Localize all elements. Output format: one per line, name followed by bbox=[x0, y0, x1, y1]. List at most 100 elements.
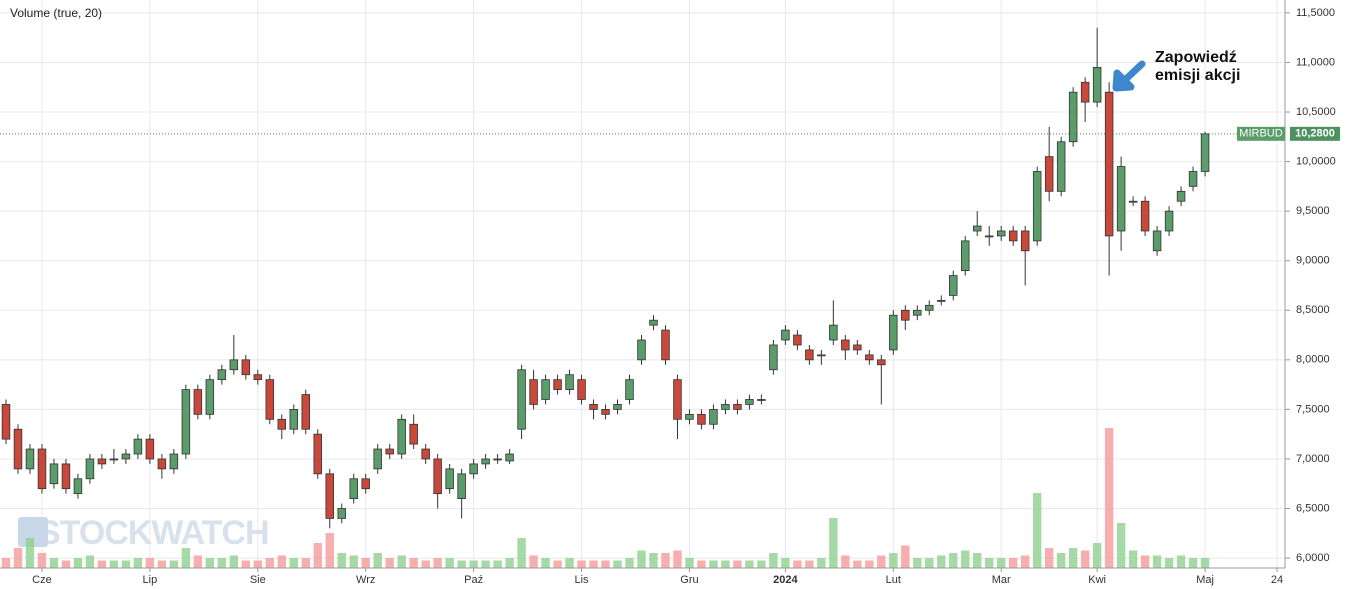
candle-body bbox=[781, 329, 790, 341]
candle-body bbox=[1032, 171, 1042, 242]
candle-body bbox=[721, 404, 730, 410]
candle-body bbox=[589, 404, 598, 410]
volume-bar bbox=[397, 555, 406, 568]
candle-body bbox=[133, 438, 143, 455]
volume-bar bbox=[1116, 523, 1126, 568]
candle-body bbox=[85, 458, 95, 480]
y-tick-label: 10,5000 bbox=[1296, 106, 1336, 118]
x-tick-label: Cze bbox=[32, 574, 52, 586]
volume-bar bbox=[433, 558, 442, 568]
candle-body bbox=[805, 349, 814, 361]
candle-body bbox=[205, 379, 215, 415]
candle-body bbox=[577, 379, 586, 400]
volume-bar bbox=[13, 548, 23, 568]
candle-body bbox=[865, 354, 874, 361]
candle-body bbox=[757, 399, 766, 401]
candle-body bbox=[925, 304, 934, 311]
candle-body bbox=[409, 423, 418, 445]
y-tick-label: 7,0000 bbox=[1296, 453, 1330, 465]
volume-bar bbox=[925, 558, 934, 568]
axis-labels: 6,0000 6,5000 7,0000 7,5000 8,0000 8,5000 9,00… bbox=[32, 7, 1336, 586]
volume-bar bbox=[913, 558, 922, 568]
candle-body bbox=[325, 473, 334, 519]
y-tick-label: 6,5000 bbox=[1296, 502, 1330, 514]
volume-bar bbox=[721, 560, 730, 568]
candle-body bbox=[193, 389, 203, 415]
x-tick-label: Sie bbox=[250, 574, 266, 586]
candle-layer bbox=[0, 27, 1283, 529]
volume-bar bbox=[565, 558, 574, 568]
volume-bar bbox=[109, 560, 119, 568]
volume-bar bbox=[325, 533, 334, 568]
candle-body bbox=[829, 324, 838, 341]
candle-body bbox=[1176, 190, 1186, 202]
candle-body bbox=[1188, 171, 1198, 187]
watermark: STOCKWATCH bbox=[38, 514, 269, 552]
candle-body bbox=[793, 334, 802, 346]
candle-body bbox=[841, 339, 850, 351]
candle-body bbox=[277, 418, 287, 430]
candle-body bbox=[1140, 200, 1150, 232]
x-tick-label: Lis bbox=[575, 574, 590, 586]
candle-body bbox=[697, 413, 706, 425]
volume-bar bbox=[529, 555, 538, 568]
watermark-logo bbox=[18, 517, 48, 547]
candle-body bbox=[469, 463, 478, 475]
candle-body bbox=[361, 478, 370, 490]
volume-layer bbox=[1, 428, 1210, 568]
y-tick-label: 11,5000 bbox=[1296, 7, 1335, 19]
volume-bar bbox=[829, 518, 838, 568]
volume-bar bbox=[1032, 493, 1042, 568]
candle-body bbox=[253, 374, 263, 381]
volume-bar bbox=[1, 558, 11, 568]
candle-body bbox=[541, 379, 550, 400]
volume-bar bbox=[949, 553, 958, 568]
candle-body bbox=[229, 359, 239, 371]
volume-bar bbox=[1140, 555, 1150, 568]
volume-bar bbox=[301, 558, 310, 568]
volume-bar bbox=[385, 558, 394, 568]
volume-bar bbox=[877, 555, 886, 568]
candle-body bbox=[97, 458, 107, 465]
volume-bar bbox=[349, 555, 358, 568]
y-tick-label: 7,5000 bbox=[1296, 403, 1330, 415]
volume-bar bbox=[493, 560, 502, 568]
volume-bar bbox=[217, 558, 227, 568]
annotation-line: emisji akcji bbox=[1155, 67, 1240, 84]
candle-body bbox=[1008, 230, 1018, 242]
candle-body bbox=[553, 379, 562, 390]
candle-body bbox=[337, 508, 346, 519]
volume-bar bbox=[1092, 543, 1102, 568]
candle-body bbox=[996, 230, 1006, 237]
volume-bar bbox=[733, 560, 742, 568]
candle-body bbox=[625, 379, 634, 400]
volume-bar bbox=[793, 560, 802, 568]
volume-bar bbox=[1152, 555, 1162, 568]
candle-body bbox=[1128, 200, 1138, 203]
candle-body bbox=[25, 448, 35, 470]
candle-body bbox=[685, 413, 694, 420]
candle-body bbox=[1044, 156, 1054, 192]
candle-body bbox=[301, 394, 310, 430]
candle-body bbox=[853, 344, 862, 351]
volume-bar bbox=[637, 550, 646, 568]
symbol-badge bbox=[1237, 126, 1285, 141]
volume-bar bbox=[49, 558, 59, 568]
candle-body bbox=[601, 408, 610, 415]
y-tick-label: 6,0000 bbox=[1296, 552, 1330, 564]
candle-body bbox=[157, 458, 167, 470]
volume-bar bbox=[361, 558, 370, 568]
volume-bar bbox=[37, 553, 47, 568]
candle-body bbox=[649, 319, 658, 326]
volume-bar bbox=[481, 560, 490, 568]
candle-body bbox=[109, 458, 119, 461]
volume-bar bbox=[25, 538, 35, 568]
candle-body bbox=[817, 354, 826, 357]
volume-bar bbox=[685, 558, 694, 568]
volume-bar bbox=[409, 558, 418, 568]
candle-body bbox=[1116, 166, 1126, 232]
candle-body bbox=[37, 448, 47, 490]
volume-bar bbox=[97, 560, 107, 568]
y-tick-label: 10,0000 bbox=[1296, 155, 1336, 167]
